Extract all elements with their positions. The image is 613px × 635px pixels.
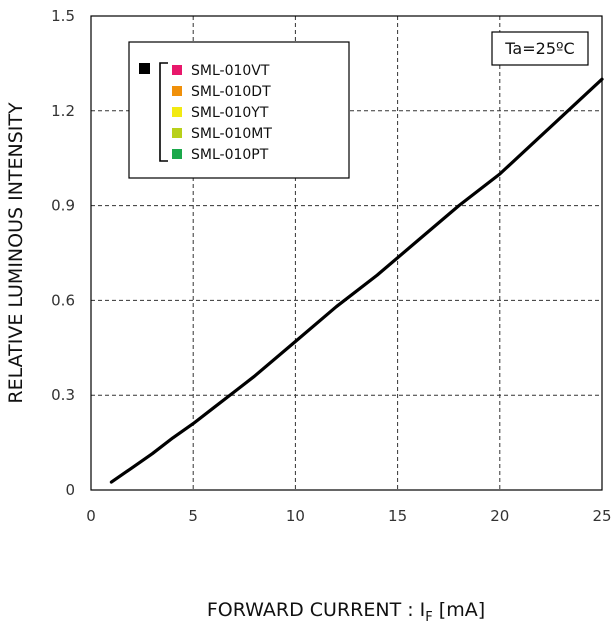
legend-bracket <box>159 62 168 162</box>
legend-swatch <box>172 107 182 117</box>
legend-series-swatch <box>139 63 150 74</box>
annotation-text: Ta=25ºC <box>504 39 574 58</box>
y-axis-label: RELATIVE LUMINOUS INTENSITY <box>5 102 27 404</box>
y-tick-label: 1.5 <box>51 7 75 25</box>
x-tick-label: 25 <box>592 507 611 525</box>
legend-label: SML-010YT <box>191 105 269 121</box>
x-axis-label-unit: [mA] <box>433 599 485 621</box>
x-tick-label: 15 <box>388 507 407 525</box>
y-tick-label: 0.3 <box>51 386 75 404</box>
legend-swatch <box>172 149 182 159</box>
x-axis-label-main: FORWARD CURRENT : I <box>207 599 425 621</box>
x-tick-label: 20 <box>490 507 509 525</box>
legend-label: SML-010PT <box>191 147 269 163</box>
legend-box <box>128 41 350 179</box>
y-tick-label: 1.2 <box>51 102 75 120</box>
annotation: Ta=25ºC <box>491 31 589 66</box>
legend-label: SML-010VT <box>191 63 270 79</box>
x-tick-label: 10 <box>286 507 305 525</box>
x-axis-label-subscript: F <box>425 610 432 625</box>
y-tick-label: 0.9 <box>51 197 75 215</box>
legend: SML-010VT SML-010DT SML-010YT SML-010MT SML-… <box>128 41 350 179</box>
legend-label: SML-010DT <box>191 84 271 100</box>
legend-swatch <box>172 65 182 75</box>
legend-entries: SML-010VT SML-010DT SML-010YT SML-010MT SML-… <box>172 63 272 163</box>
legend-label: SML-010MT <box>191 126 272 142</box>
series-line <box>109 77 604 484</box>
x-axis-label: FORWARD CURRENT : IF [mA] <box>207 599 485 625</box>
legend-swatch <box>172 128 182 138</box>
series-layer <box>109 77 604 484</box>
x-tick-label: 5 <box>188 507 198 525</box>
annotation-box <box>491 31 589 66</box>
y-tick-label: 0 <box>65 481 75 499</box>
legend-swatch <box>172 86 182 96</box>
y-tick-label: 0.6 <box>51 291 75 309</box>
plot-area <box>90 15 603 491</box>
x-tick-label: 0 <box>86 507 96 525</box>
tick-layer: 0 5 10 15 20 25 0 0.3 0.6 0.9 1.2 1.5 <box>51 7 611 525</box>
